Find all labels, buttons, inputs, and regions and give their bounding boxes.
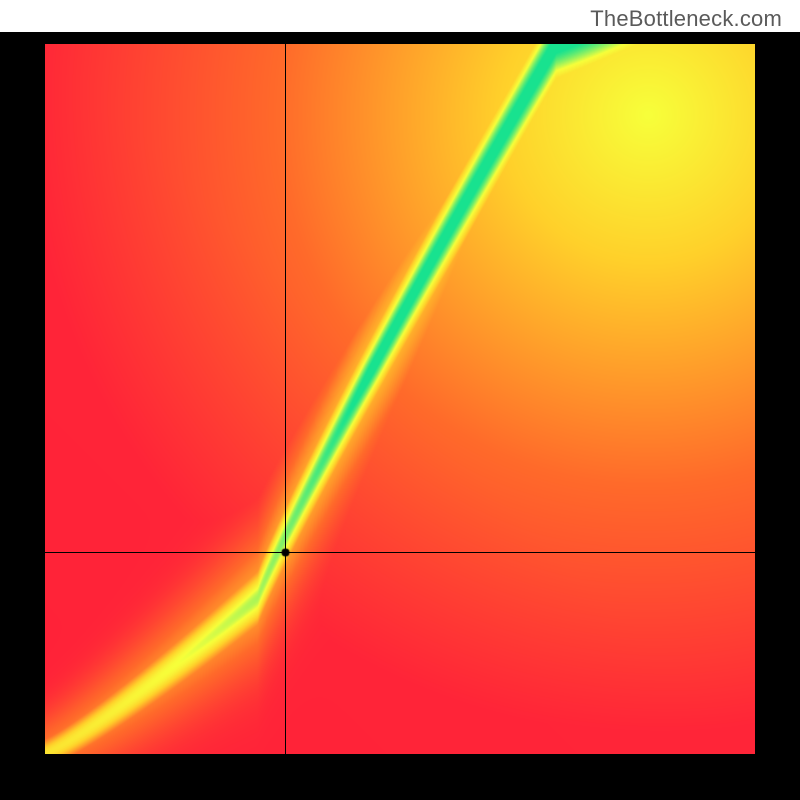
- plot-area: [45, 44, 755, 754]
- watermark-text: TheBottleneck.com: [590, 6, 782, 32]
- crosshair-marker: [45, 44, 755, 754]
- chart-frame: [0, 32, 800, 800]
